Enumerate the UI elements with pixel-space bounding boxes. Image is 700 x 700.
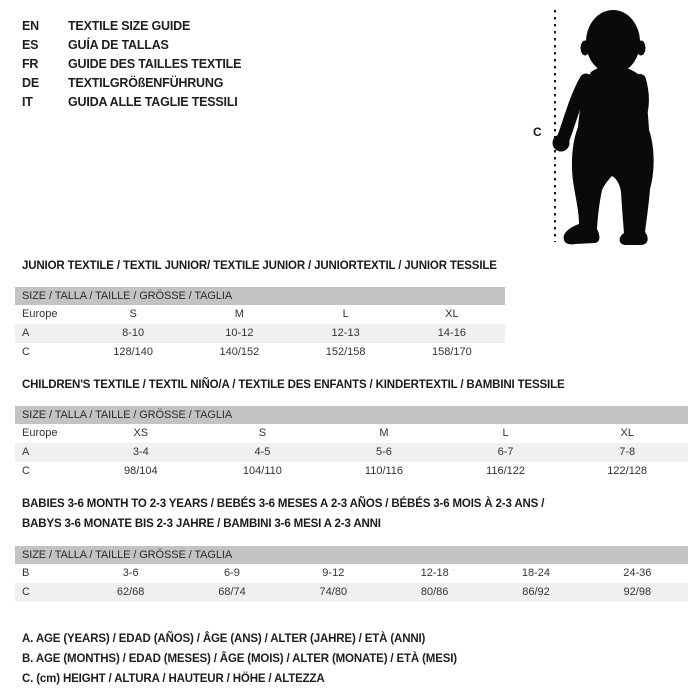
size-cell: 128/140 [113, 346, 153, 358]
legend-notes: A. AGE (YEARS) / EDAD (AÑOS) / ÂGE (ANS)… [22, 629, 457, 689]
size-cell: 24-36 [623, 567, 652, 579]
language-row: FR GUIDE DES TAILLES TEXTILE [22, 54, 241, 73]
size-cell: 5-6 [376, 446, 392, 458]
table-row: B 3-6 6-9 9-12 12-18 18-24 24-36 [15, 564, 688, 583]
junior-size-table: SIZE / TALLA / TAILLE / GRÖSSE / TAGLIA … [15, 287, 505, 362]
size-cell: 6-7 [497, 446, 514, 458]
language-title: GUIDA ALLE TAGLIE TESSILI [68, 94, 238, 109]
size-cell: 12-18 [420, 567, 449, 579]
row-label: B [22, 567, 30, 579]
size-cell: S [258, 427, 267, 439]
size-cell: 86/92 [522, 586, 550, 598]
size-cell: 80/86 [420, 586, 449, 598]
size-cell: 74/80 [319, 586, 348, 598]
language-row: EN TEXTILE SIZE GUIDE [22, 16, 241, 35]
table-row: C 98/104 104/110 110/116 116/122 122/128 [15, 462, 688, 481]
language-title: GUÍA DE TALLAS [68, 37, 169, 52]
size-cell: 3-6 [122, 567, 139, 579]
row-label: A [22, 327, 30, 339]
size-cell: L [342, 308, 349, 320]
size-cell: 122/128 [607, 465, 648, 477]
table-header: SIZE / TALLA / TAILLE / GRÖSSE / TAGLIA [15, 546, 688, 564]
row-label: Europe [22, 308, 58, 320]
size-cell: 104/110 [242, 465, 282, 477]
size-cell: 8-10 [122, 327, 145, 339]
size-cell: 152/158 [325, 346, 366, 358]
language-code: ES [22, 37, 39, 52]
size-cell: M [234, 308, 244, 320]
language-code: FR [22, 56, 39, 71]
language-row: ES GUÍA DE TALLAS [22, 35, 241, 54]
size-cell: L [502, 427, 509, 439]
table-row: Europe XS S M L XL [15, 424, 688, 443]
size-cell: XS [133, 427, 149, 439]
section-title-line1: BABIES 3-6 MONTH TO 2-3 YEARS / BEBÉS 3-… [22, 498, 545, 510]
note-height-cm: C. (cm) HEIGHT / ALTURA / HAUTEUR / HÖHE… [22, 673, 325, 685]
table-row: C 128/140 140/152 152/158 158/170 [15, 343, 505, 362]
language-row: IT GUIDA ALLE TAGLIE TESSILI [22, 92, 241, 111]
row-label: C [22, 586, 30, 598]
size-cell: 62/68 [116, 586, 145, 598]
language-code: EN [22, 18, 39, 33]
row-label: Europe [22, 427, 58, 439]
size-cell: 68/74 [218, 586, 246, 598]
section-title-junior: JUNIOR TEXTILE / TEXTIL JUNIOR/ TEXTILE … [22, 260, 497, 272]
size-cell: 110/116 [364, 465, 404, 477]
size-cell: 116/122 [486, 465, 526, 477]
size-cell: 7-8 [619, 446, 636, 458]
language-code: DE [22, 75, 39, 90]
table-header: SIZE / TALLA / TAILLE / GRÖSSE / TAGLIA [15, 287, 505, 305]
note-age-months: B. AGE (MONTHS) / EDAD (MESES) / ÂGE (MO… [22, 653, 457, 665]
height-measure-label: C [533, 125, 542, 139]
size-cell: 6-9 [224, 567, 240, 579]
size-cell: 140/152 [219, 346, 260, 358]
size-cell: 4-5 [254, 446, 271, 458]
size-cell: XL [445, 308, 459, 320]
children-size-table: SIZE / TALLA / TAILLE / GRÖSSE / TAGLIA … [15, 406, 688, 481]
size-cell: 14-16 [437, 327, 466, 339]
silhouette-shape [552, 10, 654, 245]
table-row: Europe S M L XL [15, 305, 505, 324]
baby-toddler-silhouette-icon [552, 10, 654, 245]
section-title-line2: BABYS 3-6 MONATE BIS 2-3 JAHRE / BAMBINI… [22, 518, 381, 530]
size-cell: 12-13 [331, 327, 360, 339]
table-row: A 8-10 10-12 12-13 14-16 [15, 324, 505, 343]
table-row: A 3-4 4-5 5-6 6-7 7-8 [15, 443, 688, 462]
language-code: IT [22, 94, 33, 109]
size-cell: 9-12 [322, 567, 345, 579]
language-list: EN TEXTILE SIZE GUIDE ES GUÍA DE TALLAS … [22, 16, 241, 111]
size-cell: 92/98 [623, 586, 652, 598]
section-title-children: CHILDREN'S TEXTILE / TEXTIL NIÑO/A / TEX… [22, 379, 565, 391]
size-cell: 98/104 [123, 465, 158, 477]
size-cell: XL [620, 427, 634, 439]
size-cell: 158/170 [431, 346, 472, 358]
table-header: SIZE / TALLA / TAILLE / GRÖSSE / TAGLIA [15, 406, 688, 424]
babies-size-table: SIZE / TALLA / TAILLE / GRÖSSE / TAGLIA … [15, 546, 688, 602]
row-label: C [22, 465, 30, 477]
size-cell: S [129, 308, 137, 320]
size-cell: 10-12 [225, 327, 254, 339]
row-label: C [22, 346, 30, 358]
table-row: C 62/68 68/74 74/80 80/86 86/92 92/98 [15, 583, 688, 602]
language-title: GUIDE DES TAILLES TEXTILE [68, 56, 242, 71]
size-cell: 18-24 [521, 567, 551, 579]
row-label: A [22, 446, 30, 458]
size-cell: M [379, 427, 389, 439]
language-title: TEXTILE SIZE GUIDE [68, 18, 191, 33]
note-age-years: A. AGE (YEARS) / EDAD (AÑOS) / ÂGE (ANS)… [22, 633, 426, 645]
section-title-babies: BABIES 3-6 MONTH TO 2-3 YEARS / BEBÉS 3-… [22, 494, 544, 534]
size-cell: 3-4 [132, 446, 149, 458]
language-title: TEXTILGRÖßENFÜHRUNG [68, 75, 224, 90]
language-row: DE TEXTILGRÖßENFÜHRUNG [22, 73, 241, 92]
